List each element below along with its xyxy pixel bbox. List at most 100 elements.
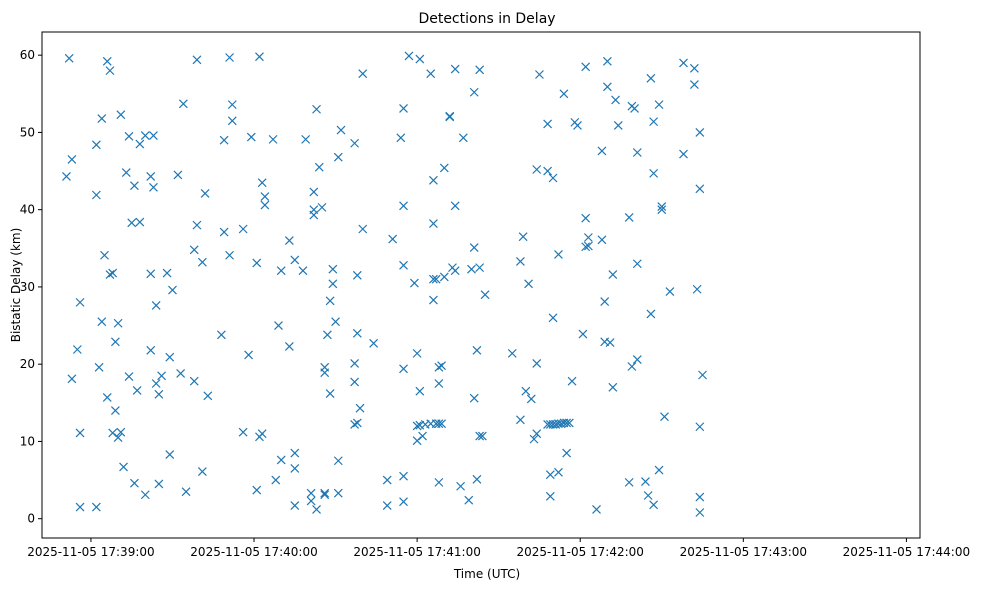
detection-point	[608, 382, 618, 392]
detection-point	[132, 386, 142, 395]
detection-point	[290, 448, 300, 458]
detection-point	[157, 371, 167, 381]
detection-point	[399, 260, 408, 270]
detection-point	[641, 477, 650, 487]
detection-point	[665, 287, 675, 296]
detection-point	[469, 87, 479, 97]
detection-point	[437, 419, 447, 429]
detection-point	[369, 338, 379, 348]
detection-point	[246, 132, 256, 142]
detection-point	[333, 152, 343, 162]
detection-point	[399, 104, 408, 113]
detection-point	[469, 243, 479, 252]
detection-point	[529, 434, 539, 444]
detection-point	[94, 362, 104, 372]
detection-point	[562, 448, 572, 458]
detection-point	[458, 133, 468, 143]
detection-point	[192, 55, 202, 65]
detection-point	[554, 250, 563, 259]
y-tick-label: 10	[20, 434, 35, 448]
detection-point	[151, 301, 161, 310]
detection-point	[355, 403, 365, 413]
detection-point	[605, 338, 615, 347]
detection-point	[554, 467, 563, 477]
detection-point	[630, 104, 640, 113]
y-tick-label: 50	[20, 125, 35, 139]
detection-point	[543, 166, 553, 176]
detection-point	[271, 475, 281, 485]
detection-point	[689, 80, 699, 89]
detection-point	[219, 135, 229, 145]
detection-point	[695, 184, 705, 194]
detection-point	[244, 350, 254, 360]
detection-point	[140, 131, 150, 140]
detection-point	[257, 178, 267, 188]
detection-point	[75, 428, 85, 438]
detection-point	[97, 317, 107, 327]
detection-point	[127, 218, 137, 228]
detection-point	[306, 496, 316, 506]
detection-point	[290, 255, 300, 265]
detection-point	[325, 389, 335, 398]
detection-point	[173, 170, 183, 180]
detection-point	[382, 475, 392, 485]
detection-point	[309, 210, 319, 220]
detection-point	[358, 224, 368, 234]
detection-point	[548, 313, 558, 323]
detection-point	[135, 217, 145, 227]
detection-point	[597, 146, 607, 156]
detection-point	[238, 224, 248, 234]
detection-point	[439, 163, 449, 173]
detection-point	[320, 368, 330, 378]
x-tick-label: 2025-11-05 17:42:00	[516, 545, 643, 559]
detection-point	[475, 65, 485, 75]
x-tick-label: 2025-11-05 17:39:00	[27, 545, 154, 559]
detection-point	[121, 168, 131, 178]
detection-point	[437, 361, 447, 371]
detection-point	[113, 318, 123, 328]
y-tick-label: 40	[20, 203, 35, 217]
detection-point	[149, 131, 158, 140]
detection-point	[62, 172, 71, 181]
detection-point	[649, 168, 659, 178]
detection-point	[657, 205, 667, 215]
detection-point	[149, 182, 158, 192]
detection-point	[290, 464, 300, 473]
detection-point	[314, 162, 324, 172]
detection-point	[521, 386, 531, 396]
detection-point	[320, 488, 330, 498]
detection-point	[418, 431, 427, 441]
detection-point	[695, 422, 705, 432]
detection-point	[689, 63, 699, 73]
detection-point	[97, 114, 107, 123]
detection-point	[404, 51, 414, 61]
detection-point	[545, 491, 555, 501]
detection-point	[102, 56, 112, 66]
x-tick-label: 2025-11-05 17:44:00	[843, 545, 970, 559]
detection-point	[524, 279, 533, 289]
y-tick-label: 60	[20, 48, 35, 62]
x-tick-label: 2025-11-05 17:43:00	[680, 545, 807, 559]
detection-point	[350, 358, 360, 368]
detection-point	[284, 236, 294, 246]
detection-point	[350, 377, 360, 387]
detection-point	[545, 470, 555, 480]
detection-point	[322, 330, 332, 340]
detection-point	[124, 372, 134, 381]
detection-point	[91, 140, 101, 150]
detection-point	[480, 290, 490, 300]
detection-point	[450, 64, 460, 74]
detection-point	[649, 117, 659, 127]
detection-point	[328, 264, 338, 274]
detection-point	[581, 242, 591, 252]
detection-point	[325, 296, 335, 306]
x-tick-label: 2025-11-05 17:40:00	[190, 545, 317, 559]
x-tick-label: 2025-11-05 17:41:00	[353, 545, 480, 559]
detection-point	[657, 202, 667, 212]
detection-point	[649, 500, 659, 510]
detection-point	[276, 266, 286, 276]
detection-point	[181, 487, 191, 497]
detection-point	[450, 266, 460, 276]
detection-point	[260, 200, 270, 210]
